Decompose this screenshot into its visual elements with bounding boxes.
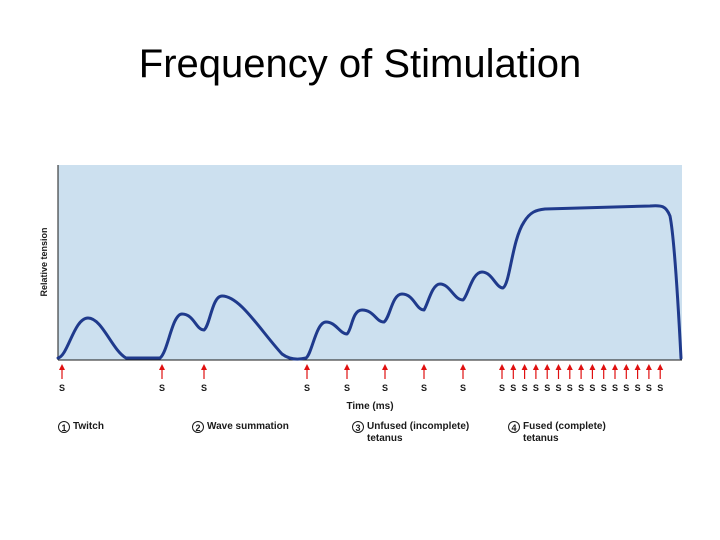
slide-title: Frequency of Stimulation [138, 42, 582, 86]
tension-trace [56, 204, 683, 361]
phase-label-text: Unfused (incomplete) tetanus [367, 421, 470, 444]
stimulus-label: S [344, 383, 350, 393]
stimulus-label: S [623, 383, 629, 393]
stimulus-label: S [304, 383, 310, 393]
stimulus-label: S [510, 383, 516, 393]
phase-number-badge: 3 [352, 421, 364, 433]
stimulus-label: S [589, 383, 595, 393]
stimulus-label: S [544, 383, 550, 393]
phase-label-text: Wave summation [207, 421, 289, 432]
phase-label-text: Fused (complete) tetanus [523, 421, 606, 444]
stimulus-label: S [578, 383, 584, 393]
stimulus-arrowhead-icon [510, 364, 517, 370]
stimulus-arrowhead-icon [201, 364, 207, 370]
stimulus-label: S [499, 383, 505, 393]
stimulus-label: S [612, 383, 618, 393]
phase-label-unfused-tetanus: 3 Unfused (incomplete) tetanus [352, 421, 495, 445]
stimulus-arrowhead-icon [600, 364, 607, 370]
phase-label-text: Twitch [73, 421, 104, 432]
stimulus-arrowhead-icon [159, 364, 165, 370]
plot-background [58, 165, 682, 360]
stimulus-label: S [657, 383, 663, 393]
stimulus-arrowhead-icon [589, 364, 596, 370]
stimulus-arrowhead-icon [657, 364, 664, 370]
stimulus-arrowhead-icon [59, 364, 65, 370]
stimulus-arrowhead-icon [544, 364, 551, 370]
phase-label-fused-tetanus: 4 Fused (complete) tetanus [508, 421, 631, 445]
stimulus-label: S [522, 383, 528, 393]
stimulus-label: S [635, 383, 641, 393]
stimulus-arrowhead-icon [460, 364, 466, 370]
stimulus-arrowhead-icon [566, 364, 573, 370]
stimulus-label: S [646, 383, 652, 393]
stimulus-label: S [159, 383, 165, 393]
stimulus-arrowhead-icon [578, 364, 585, 370]
stimulus-arrowhead-icon [344, 364, 350, 370]
stimulus-label: S [533, 383, 539, 393]
stimulus-arrowhead-icon [304, 364, 310, 370]
stimulus-label: S [59, 383, 65, 393]
x-axis-label: Time (ms) [346, 401, 393, 412]
phase-number-badge: 4 [508, 421, 520, 433]
stimulus-arrowhead-icon [555, 364, 562, 370]
stimulus-label: S [460, 383, 466, 393]
stimulus-label: S [555, 383, 561, 393]
stimulus-arrowhead-icon [612, 364, 618, 370]
stimulus-label: S [382, 383, 388, 393]
stimulus-arrowhead-icon [623, 364, 630, 370]
phase-number-badge: 2 [192, 421, 204, 433]
stimulus-arrowhead-icon [499, 364, 505, 370]
stimulus-label: S [421, 383, 427, 393]
stimulus-arrowhead-icon [382, 364, 388, 370]
stimulus-arrowhead-icon [521, 364, 528, 370]
phase-number-badge: 1 [58, 421, 70, 433]
stimulus-arrowhead-icon [634, 364, 641, 370]
phase-label-twitch: 1 Twitch [58, 421, 104, 433]
stimulus-label: S [601, 383, 607, 393]
stimulus-label: S [567, 383, 573, 393]
phase-label-wave-summation: 2 Wave summation [192, 421, 289, 433]
stimulus-arrowhead-icon [532, 364, 539, 370]
stimulus-label: S [201, 383, 207, 393]
stimulus-arrowhead-icon [645, 364, 652, 370]
stimulus-arrowhead-icon [421, 364, 427, 370]
y-axis-label: Relative tension [39, 227, 49, 296]
